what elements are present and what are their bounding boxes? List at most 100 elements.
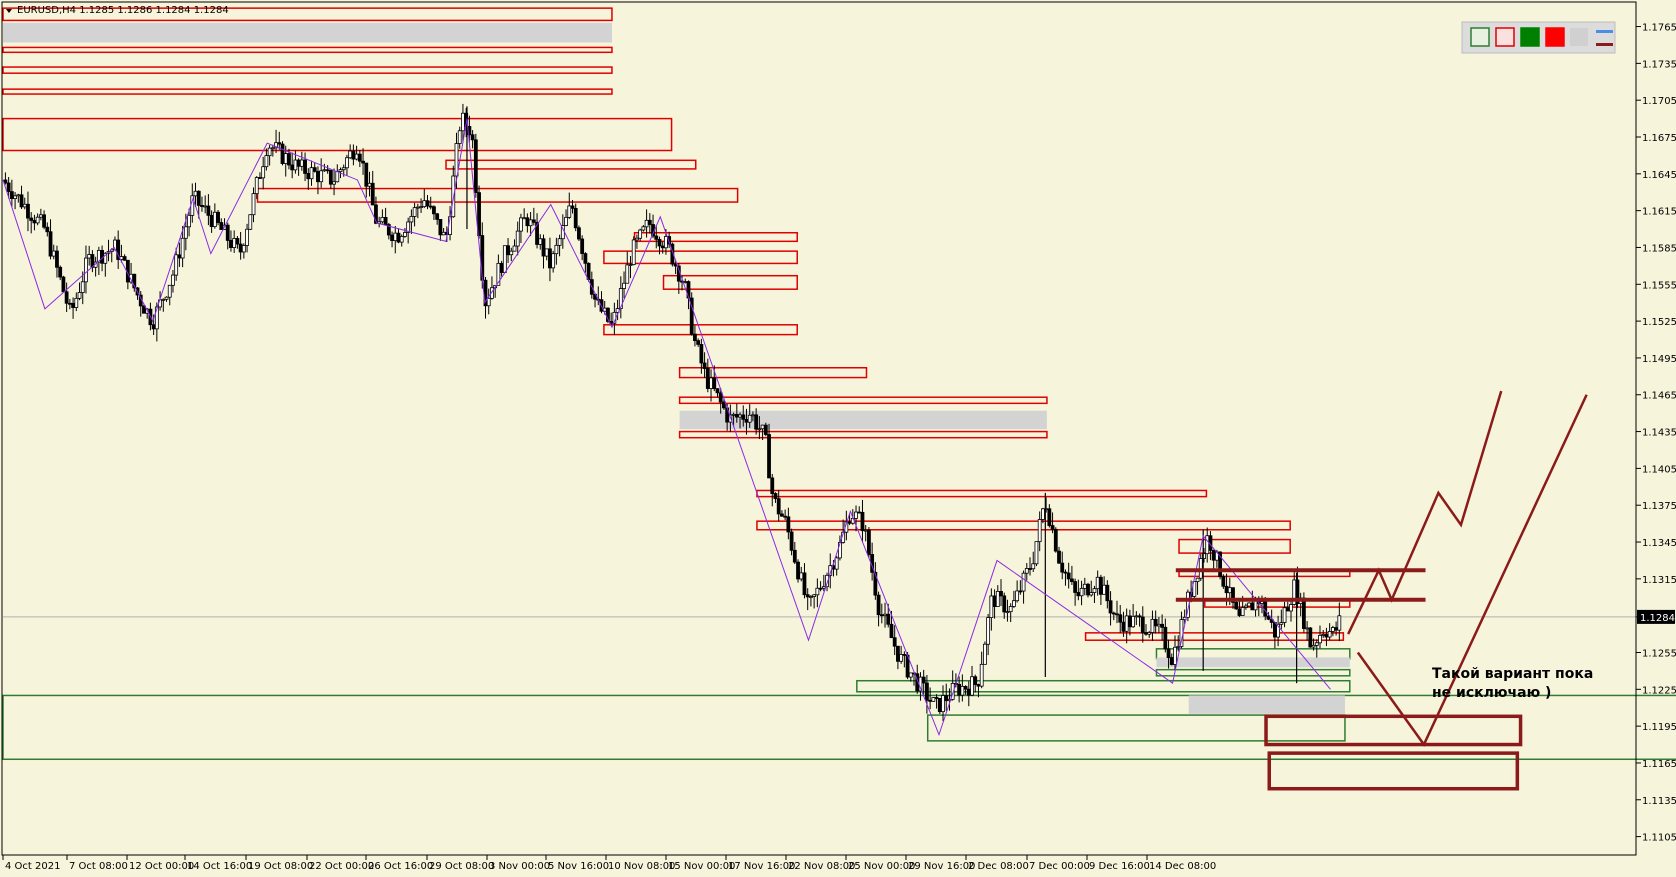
candle-body — [976, 684, 981, 687]
candle-body — [773, 493, 778, 500]
supply-zone[interactable] — [2, 7, 613, 22]
candle-body — [628, 264, 633, 267]
candle-body — [303, 159, 307, 174]
y-tick-label: 1.1495 — [1642, 354, 1676, 365]
candle-body — [960, 685, 965, 696]
forecast-path-up[interactable] — [1347, 390, 1503, 635]
candle-body — [1121, 621, 1126, 632]
candle-body — [74, 297, 79, 308]
swatch-green-outline[interactable] — [1470, 27, 1490, 47]
candle-body — [908, 672, 913, 678]
candle-body — [1134, 615, 1139, 618]
candle-body — [760, 424, 765, 430]
supply-zone[interactable] — [2, 46, 613, 54]
candle-body — [490, 287, 494, 299]
supply-zone[interactable] — [756, 520, 1291, 531]
symbol-dropdown-icon[interactable] — [6, 9, 12, 13]
candle-body — [1015, 590, 1020, 602]
supply-zone[interactable] — [445, 159, 697, 170]
candle-body — [696, 340, 701, 345]
line-style-blue-icon[interactable] — [1596, 30, 1613, 33]
candle-body — [19, 194, 24, 208]
candle-body — [335, 171, 340, 183]
candle-body — [937, 697, 942, 713]
x-tick-label: 25 Nov 00:00 — [848, 861, 915, 872]
x-tick-label: 5 Nov 16:00 — [548, 861, 609, 872]
demand-zone[interactable] — [926, 714, 1346, 742]
candle-body — [84, 257, 88, 283]
candle-body — [567, 205, 572, 218]
candle-body — [1066, 572, 1071, 580]
candle-body — [13, 195, 17, 200]
annotation-line-2: не исключаю ) — [1432, 685, 1551, 701]
supply-zone[interactable] — [1178, 538, 1291, 554]
candle-body — [45, 226, 50, 233]
candle-body — [29, 217, 34, 221]
supply-zone[interactable] — [256, 187, 739, 203]
supply-zone[interactable] — [678, 430, 1048, 439]
candle-body — [989, 595, 994, 619]
candle-body — [1086, 583, 1090, 596]
supply-zone[interactable] — [2, 88, 613, 95]
candle-body — [515, 230, 520, 247]
candle-body — [22, 203, 27, 208]
supply-zone[interactable] — [662, 274, 798, 290]
candle-body — [902, 654, 907, 656]
candle-body — [161, 298, 166, 301]
candle-body — [921, 676, 926, 684]
x-tick-label: 22 Nov 08:00 — [788, 861, 855, 872]
supply-zone[interactable] — [678, 396, 1048, 405]
candle-body — [941, 695, 945, 713]
x-tick-label: 14 Oct 16:00 — [187, 861, 252, 872]
candle-body — [1321, 634, 1326, 636]
candle-body — [261, 166, 266, 179]
supply-zone[interactable] — [678, 366, 868, 379]
candle-body — [438, 219, 443, 236]
candle-body — [338, 169, 343, 172]
candle-body — [312, 167, 317, 172]
supply-zone[interactable] — [2, 117, 673, 152]
candle-body — [1166, 648, 1171, 658]
candle-body — [477, 192, 481, 236]
demand-zone[interactable] — [856, 679, 1351, 693]
demand-zone[interactable] — [2, 694, 1676, 761]
candle-body — [16, 194, 21, 197]
swatch-green-fill[interactable] — [1520, 27, 1540, 47]
supply-zone[interactable] — [603, 250, 798, 265]
supply-zone[interactable] — [2, 66, 613, 74]
candle-body — [1202, 553, 1206, 559]
y-tick-label: 1.1345 — [1642, 538, 1676, 549]
x-tick-label: 17 Nov 16:00 — [728, 861, 795, 872]
candle-body — [209, 214, 214, 228]
line-style-darkred-icon[interactable] — [1596, 43, 1613, 46]
candle-body — [693, 333, 697, 341]
y-tick-label: 1.1105 — [1642, 833, 1676, 844]
demand-zone[interactable] — [1155, 668, 1351, 677]
candle-body — [103, 252, 108, 264]
candle-body — [1160, 623, 1165, 628]
candle-body — [786, 516, 791, 533]
candle-body — [87, 254, 92, 259]
swatch-grey[interactable] — [1570, 28, 1588, 46]
candle-body — [357, 153, 362, 162]
x-tick-label: 15 Nov 00:00 — [668, 861, 735, 872]
candle-body — [386, 224, 391, 236]
candle-body — [879, 614, 884, 617]
candle-body — [1192, 581, 1197, 597]
swatch-red-fill[interactable] — [1545, 27, 1565, 47]
candle-body — [699, 344, 704, 364]
forecast-target-box[interactable] — [1264, 714, 1523, 747]
forecast-target-box[interactable] — [1267, 751, 1520, 791]
forecast-path-down[interactable] — [1356, 394, 1588, 748]
candle-body — [1169, 657, 1174, 665]
supply-zone[interactable] — [603, 324, 798, 336]
candle-body — [332, 181, 336, 185]
candle-body — [1285, 607, 1290, 612]
candle-body — [502, 245, 507, 273]
candle-body — [1105, 584, 1110, 602]
supply-zone[interactable] — [633, 231, 798, 243]
swatch-red-outline[interactable] — [1495, 27, 1515, 47]
supply-zone[interactable] — [1084, 632, 1345, 641]
candle-body — [583, 253, 588, 264]
candle-body — [744, 418, 749, 423]
